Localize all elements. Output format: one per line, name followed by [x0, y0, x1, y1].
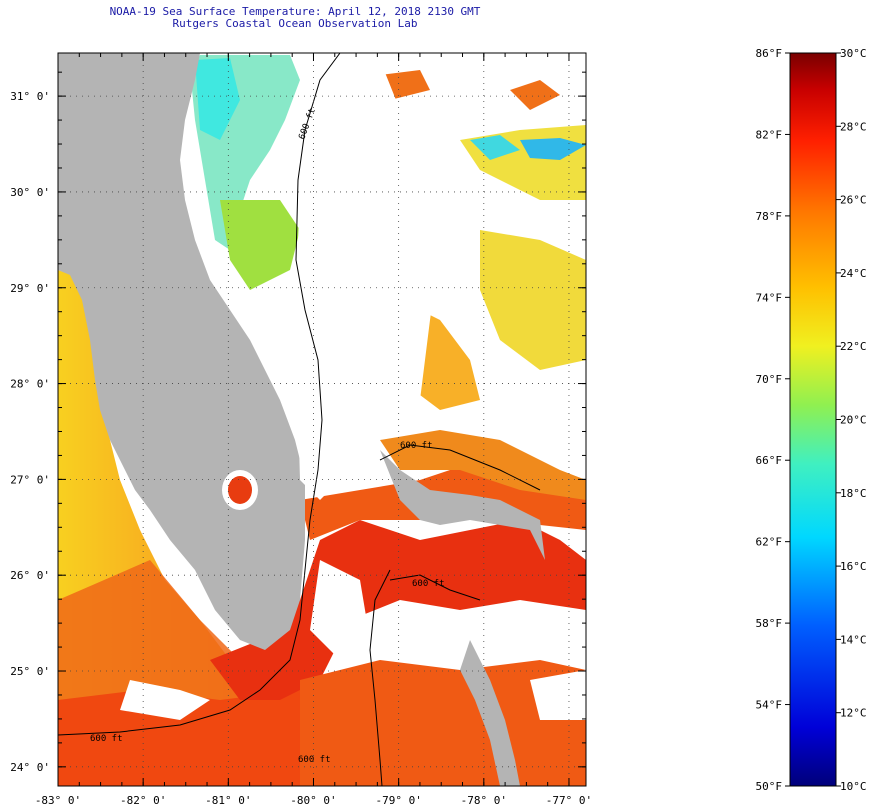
contour-600ft-south	[369, 569, 391, 786]
contour-label-south: 600 ft	[298, 755, 331, 765]
lon-tick-label: -80° 0'	[290, 794, 336, 807]
lake-okeechobee	[228, 476, 252, 504]
lon-tick-label: -79° 0'	[375, 794, 421, 807]
colorbar-f-label: 82°F	[756, 128, 783, 141]
colorbar-f-label: 86°F	[756, 47, 783, 60]
colorbar-c-label: 26°C	[840, 194, 867, 207]
contour-label-east: 600 ft	[412, 579, 445, 589]
lat-tick-label: 30° 0'	[10, 186, 50, 199]
lon-tick-label: -81° 0'	[205, 794, 251, 807]
lon-tick-label: -83° 0'	[35, 794, 81, 807]
lon-tick-label: -77° 0'	[546, 794, 592, 807]
chart-title: NOAA-19 Sea Surface Temperature: April 1…	[109, 5, 481, 18]
lat-tick-label: 29° 0'	[10, 282, 50, 295]
colorbar-f-label: 54°F	[756, 699, 783, 712]
colorbar-c-label: 20°C	[840, 414, 867, 427]
bahamas-land	[380, 450, 555, 590]
lon-tick-label: -82° 0'	[120, 794, 166, 807]
contour-600ft-west	[58, 53, 341, 736]
colorbar-f-label: 74°F	[756, 291, 783, 304]
contour-label-north: 600 ft	[400, 441, 433, 451]
straits-warm-water	[210, 520, 586, 700]
colorbar-f-label: 70°F	[756, 373, 783, 386]
lon-tick-label: -78° 0'	[461, 794, 507, 807]
colorbar-c-label: 10°C	[840, 780, 867, 793]
lat-tick-label: 26° 0'	[10, 569, 50, 582]
lat-tick-label: 25° 0'	[10, 665, 50, 678]
colorbar-f-label: 66°F	[756, 454, 783, 467]
contour-label-gulf: 600 ft	[90, 734, 123, 744]
chart-subtitle: Rutgers Coastal Ocean Observation Lab	[172, 17, 418, 30]
map-area	[58, 53, 586, 786]
colorbar-ticks: 86°F 82°F 78°F 74°F 70°F 66°F 62°F 58°F 54°F 50°F…	[756, 47, 867, 793]
colorbar-f-label: 50°F	[756, 780, 783, 793]
lat-tick-label: 24° 0'	[10, 761, 50, 774]
colorbar	[789, 52, 837, 787]
map-frame	[57, 52, 587, 787]
colorbar-f-label: 78°F	[756, 210, 783, 223]
grid	[58, 53, 586, 786]
colorbar-c-label: 22°C	[840, 340, 867, 353]
lat-tick-label: 31° 0'	[10, 90, 50, 103]
lat-tick-label: 28° 0'	[10, 378, 50, 391]
colorbar-c-label: 14°C	[840, 633, 867, 646]
colorbar-c-label: 12°C	[840, 707, 867, 720]
map-axes: -83° 0' -82° 0' -81° 0' -80° 0' -79° 0' -78° …	[10, 53, 592, 807]
colorbar-f-label: 62°F	[756, 536, 783, 549]
lat-tick-label: 27° 0'	[10, 473, 50, 486]
andros-land	[460, 640, 520, 786]
colorbar-c-label: 30°C	[840, 47, 867, 60]
colorbar-c-label: 16°C	[840, 560, 867, 573]
colorbar-c-label: 18°C	[840, 487, 867, 500]
colorbar-c-label: 24°C	[840, 267, 867, 280]
colorbar-f-label: 58°F	[756, 617, 783, 630]
colorbar-c-label: 28°C	[840, 120, 867, 133]
